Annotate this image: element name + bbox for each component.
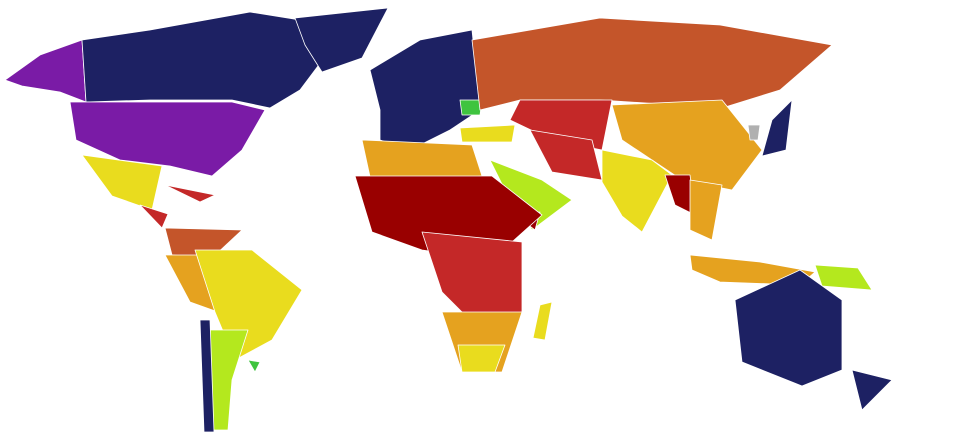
region-greenland	[294, 7, 389, 73]
region-madagascar	[532, 301, 553, 341]
region-europe	[369, 29, 481, 151]
region-india	[601, 149, 673, 233]
region-new-zealand	[851, 369, 893, 411]
region-japan	[761, 99, 793, 157]
region-papua-new-guinea	[814, 264, 873, 291]
region-australia	[734, 269, 843, 387]
region-brazil	[194, 249, 303, 361]
region-central-america	[139, 204, 169, 229]
region-argentina	[209, 329, 249, 431]
region-alaska	[4, 39, 87, 103]
region-central-africa	[421, 231, 523, 323]
region-south-africa	[457, 344, 506, 373]
region-usa	[69, 101, 266, 177]
region-eastern-europe	[459, 99, 483, 116]
region-korea	[747, 124, 761, 141]
region-russia	[471, 17, 833, 111]
region-uruguay	[247, 359, 261, 373]
region-turkey	[459, 124, 516, 143]
region-chile	[199, 319, 215, 433]
region-china	[611, 99, 763, 191]
region-canada	[81, 11, 331, 109]
region-caribbean	[164, 184, 216, 203]
region-southeast-asia	[689, 179, 723, 241]
